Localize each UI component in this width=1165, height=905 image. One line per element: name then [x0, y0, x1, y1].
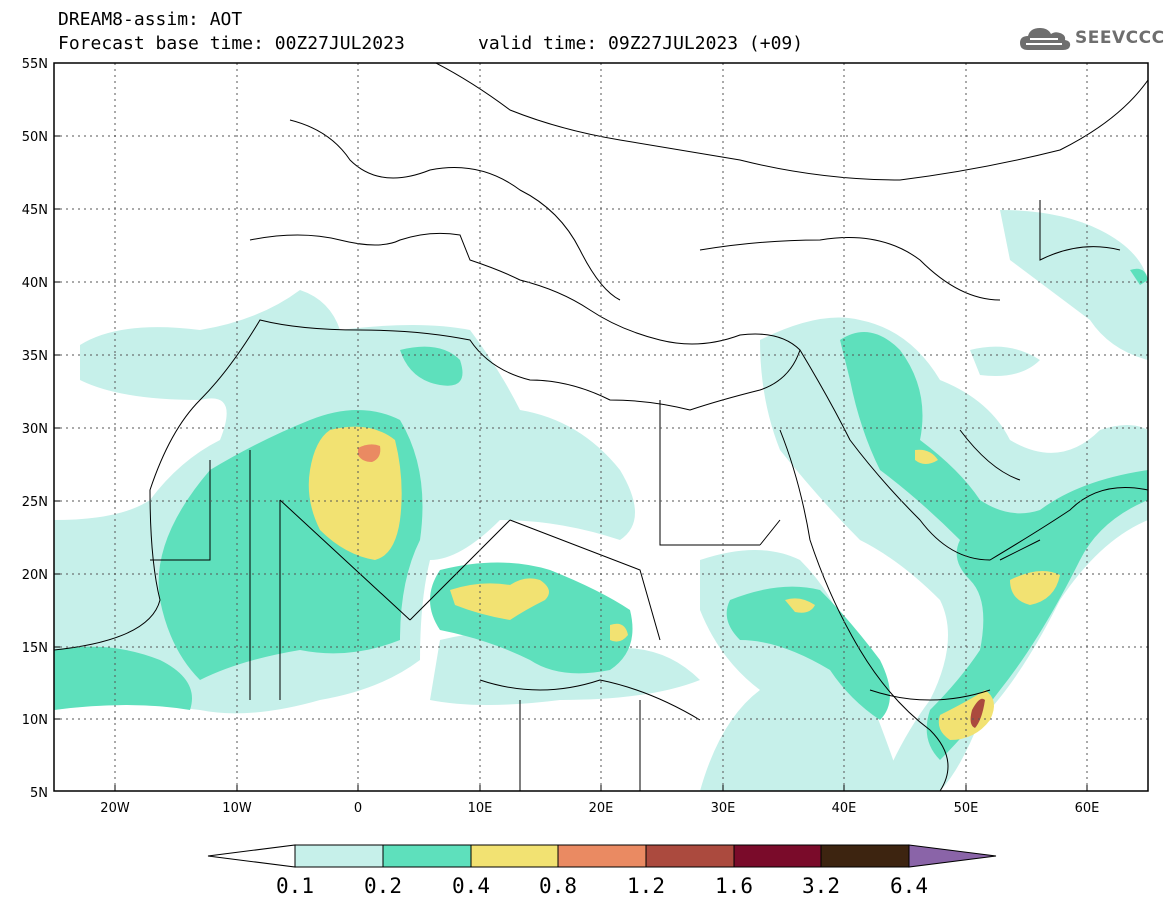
- colorbar-label: 0.1: [276, 874, 314, 898]
- lat-label: 10N: [22, 713, 48, 728]
- lat-label: 50N: [22, 130, 48, 145]
- grid-lines: [54, 63, 1148, 791]
- colorbar-swatch: [470, 844, 559, 868]
- lat-label: 45N: [22, 203, 48, 218]
- lon-label: 30E: [711, 801, 736, 816]
- lat-label: 20N: [22, 568, 48, 583]
- lon-label: 50E: [954, 801, 979, 816]
- lat-label: 30N: [22, 422, 48, 437]
- forecast-base-time: Forecast base time: 00Z27JUL2023: [58, 33, 405, 54]
- aot-field: [54, 210, 1148, 791]
- lat-label: 35N: [22, 349, 48, 364]
- lon-label: 20W: [100, 801, 130, 816]
- aot-level-0-8: [358, 444, 381, 462]
- aot-level-1-2: [970, 698, 985, 728]
- colorbar-swatch: [733, 844, 822, 868]
- lat-label: 5N: [30, 786, 48, 801]
- map-title: DREAM8-assim: AOT: [58, 9, 243, 30]
- colorbar-swatch: [382, 844, 472, 868]
- colorbar-label: 1.2: [627, 874, 665, 898]
- seevccc-logo: SEEVCCC: [1018, 24, 1165, 52]
- colorbar-label: 0.4: [452, 874, 490, 898]
- colorbar-swatch: [294, 844, 384, 868]
- lat-label: 40N: [22, 276, 48, 291]
- colorbar-label: 6.4: [890, 874, 928, 898]
- lon-label: 20E: [589, 801, 614, 816]
- valid-time: valid time: 09Z27JUL2023 (+09): [478, 33, 804, 54]
- lon-label: 60E: [1075, 801, 1100, 816]
- colorbar-swatch: [645, 844, 735, 868]
- lon-label: 10W: [222, 801, 252, 816]
- logo-text: SEEVCCC: [1075, 28, 1165, 48]
- colorbar-swatch: [820, 844, 910, 868]
- colorbar: [207, 844, 997, 868]
- cloud-icon: [1020, 28, 1071, 50]
- lon-labels: 20W 10W 0 10E 20E 30E 40E 50E 60E: [100, 801, 1099, 816]
- lat-label: 25N: [22, 495, 48, 510]
- map-boundaries: [54, 63, 1148, 791]
- colorbar-label: 1.6: [715, 874, 753, 898]
- colorbar-label: 0.2: [364, 874, 402, 898]
- colorbar-label: 3.2: [802, 874, 840, 898]
- colorbar-swatch: [557, 844, 647, 868]
- lat-label: 15N: [22, 641, 48, 656]
- colorbar-high-arrow: [908, 844, 997, 868]
- lat-labels: 55N 50N 45N 40N 35N 30N 25N 20N 15N 10N …: [22, 57, 48, 801]
- lat-label: 55N: [22, 57, 48, 72]
- lon-label: 40E: [832, 801, 857, 816]
- axis-ticks: [54, 62, 1088, 791]
- lon-label: 0: [354, 801, 362, 816]
- colorbar-low-arrow: [207, 844, 296, 868]
- colorbar-labels: 0.1 0.2 0.4 0.8 1.2 1.6 3.2 6.4: [276, 874, 928, 898]
- colorbar-label: 0.8: [539, 874, 577, 898]
- lon-label: 10E: [468, 801, 493, 816]
